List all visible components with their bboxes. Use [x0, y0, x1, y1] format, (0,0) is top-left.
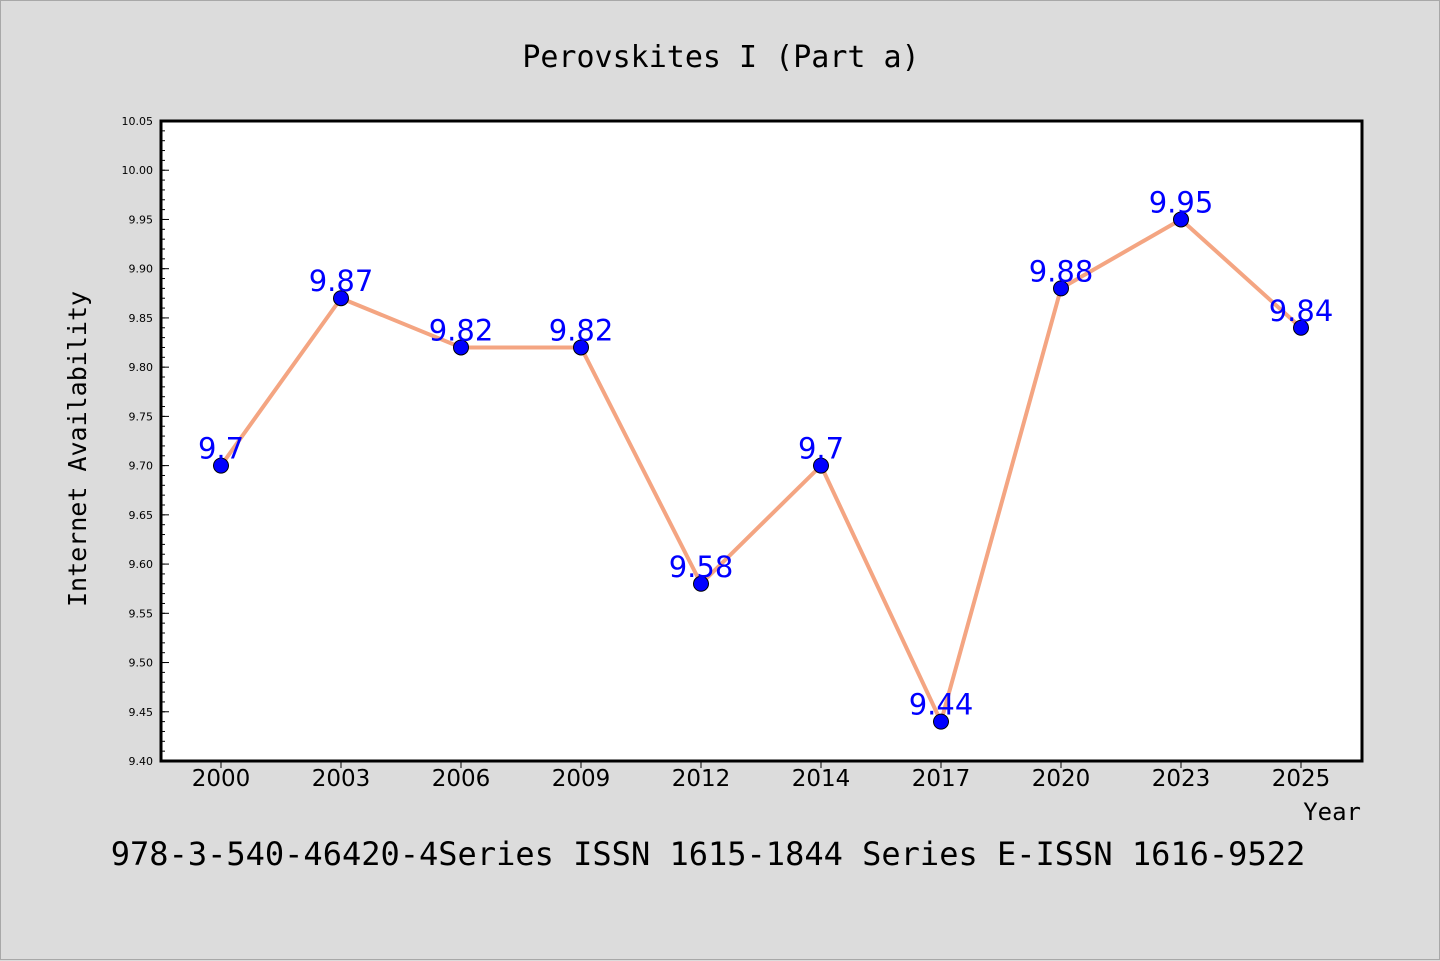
- data-label: 9.7: [198, 432, 244, 466]
- data-point: [1293, 319, 1309, 336]
- data-label: 9.84: [1269, 294, 1334, 328]
- data-label: 9.88: [1029, 254, 1094, 288]
- data-label: 9.87: [309, 264, 374, 298]
- y-tick-label: 9.50: [129, 657, 154, 670]
- data-point: [933, 713, 949, 730]
- y-tick-label: 9.80: [129, 361, 154, 374]
- x-tick-label: 2020: [1032, 766, 1091, 792]
- data-label: 9.82: [429, 313, 494, 347]
- y-axis: 9.40 9.45 9.50 9.55 9.60 9.65 9.70 9.75 9.80 9.85…: [122, 115, 169, 768]
- data-point: [333, 290, 349, 307]
- x-tick-label: 2003: [312, 766, 371, 792]
- series: 9.7 9.87 9.82 9.82 9.58 9.7 9.44 9.88 9.95 9.84: [198, 185, 1334, 730]
- y-tick-label: 9.45: [129, 706, 154, 719]
- data-point: [1173, 211, 1189, 228]
- data-label: 9.58: [669, 550, 734, 584]
- y-tick-label: 9.55: [129, 607, 154, 620]
- x-tick-label: 2017: [912, 766, 971, 792]
- x-tick-label: 2009: [552, 766, 611, 792]
- data-label: 9.82: [549, 313, 614, 347]
- y-tick-label: 10.05: [122, 115, 154, 128]
- data-label: 9.7: [798, 432, 844, 466]
- y-tick-label: 9.65: [129, 509, 154, 522]
- y-tick-label: 9.40: [129, 755, 154, 768]
- y-tick-label: 9.95: [129, 213, 154, 226]
- x-tick-label: 2000: [192, 766, 251, 792]
- y-tick-label: 9.85: [129, 312, 154, 325]
- chart-title: Perovskites I (Part a): [522, 40, 919, 75]
- y-axis-label: Internet Availability: [63, 291, 92, 607]
- data-point: [813, 457, 829, 474]
- data-label: 9.95: [1149, 185, 1214, 219]
- y-tick-label: 9.70: [129, 460, 154, 473]
- data-point: [1053, 280, 1069, 297]
- data-label: 9.44: [909, 688, 974, 722]
- y-tick-label: 9.90: [129, 263, 154, 276]
- data-point: [453, 339, 469, 356]
- x-axis: 2000 2003 2006 2009 2012 2014 2017 2020 2023 2025: [192, 761, 1331, 792]
- x-tick-label: 2006: [432, 766, 491, 792]
- x-tick-label: 2023: [1152, 766, 1211, 792]
- y-tick-label: 10.00: [122, 164, 154, 177]
- data-point: [573, 339, 589, 356]
- y-tick-label: 9.60: [129, 558, 154, 571]
- plot-area: [159, 119, 1364, 763]
- data-point: [693, 575, 709, 592]
- y-tick-label: 9.75: [129, 410, 154, 423]
- footer-text: 978-3-540-46420-4Series ISSN 1615-1844 S…: [111, 835, 1305, 873]
- data-point: [213, 457, 229, 474]
- series-line: [219, 217, 1303, 724]
- x-tick-label: 2025: [1272, 766, 1331, 792]
- x-tick-label: 2014: [792, 766, 851, 792]
- x-tick-label: 2012: [672, 766, 731, 792]
- x-axis-label: Year: [1303, 798, 1361, 826]
